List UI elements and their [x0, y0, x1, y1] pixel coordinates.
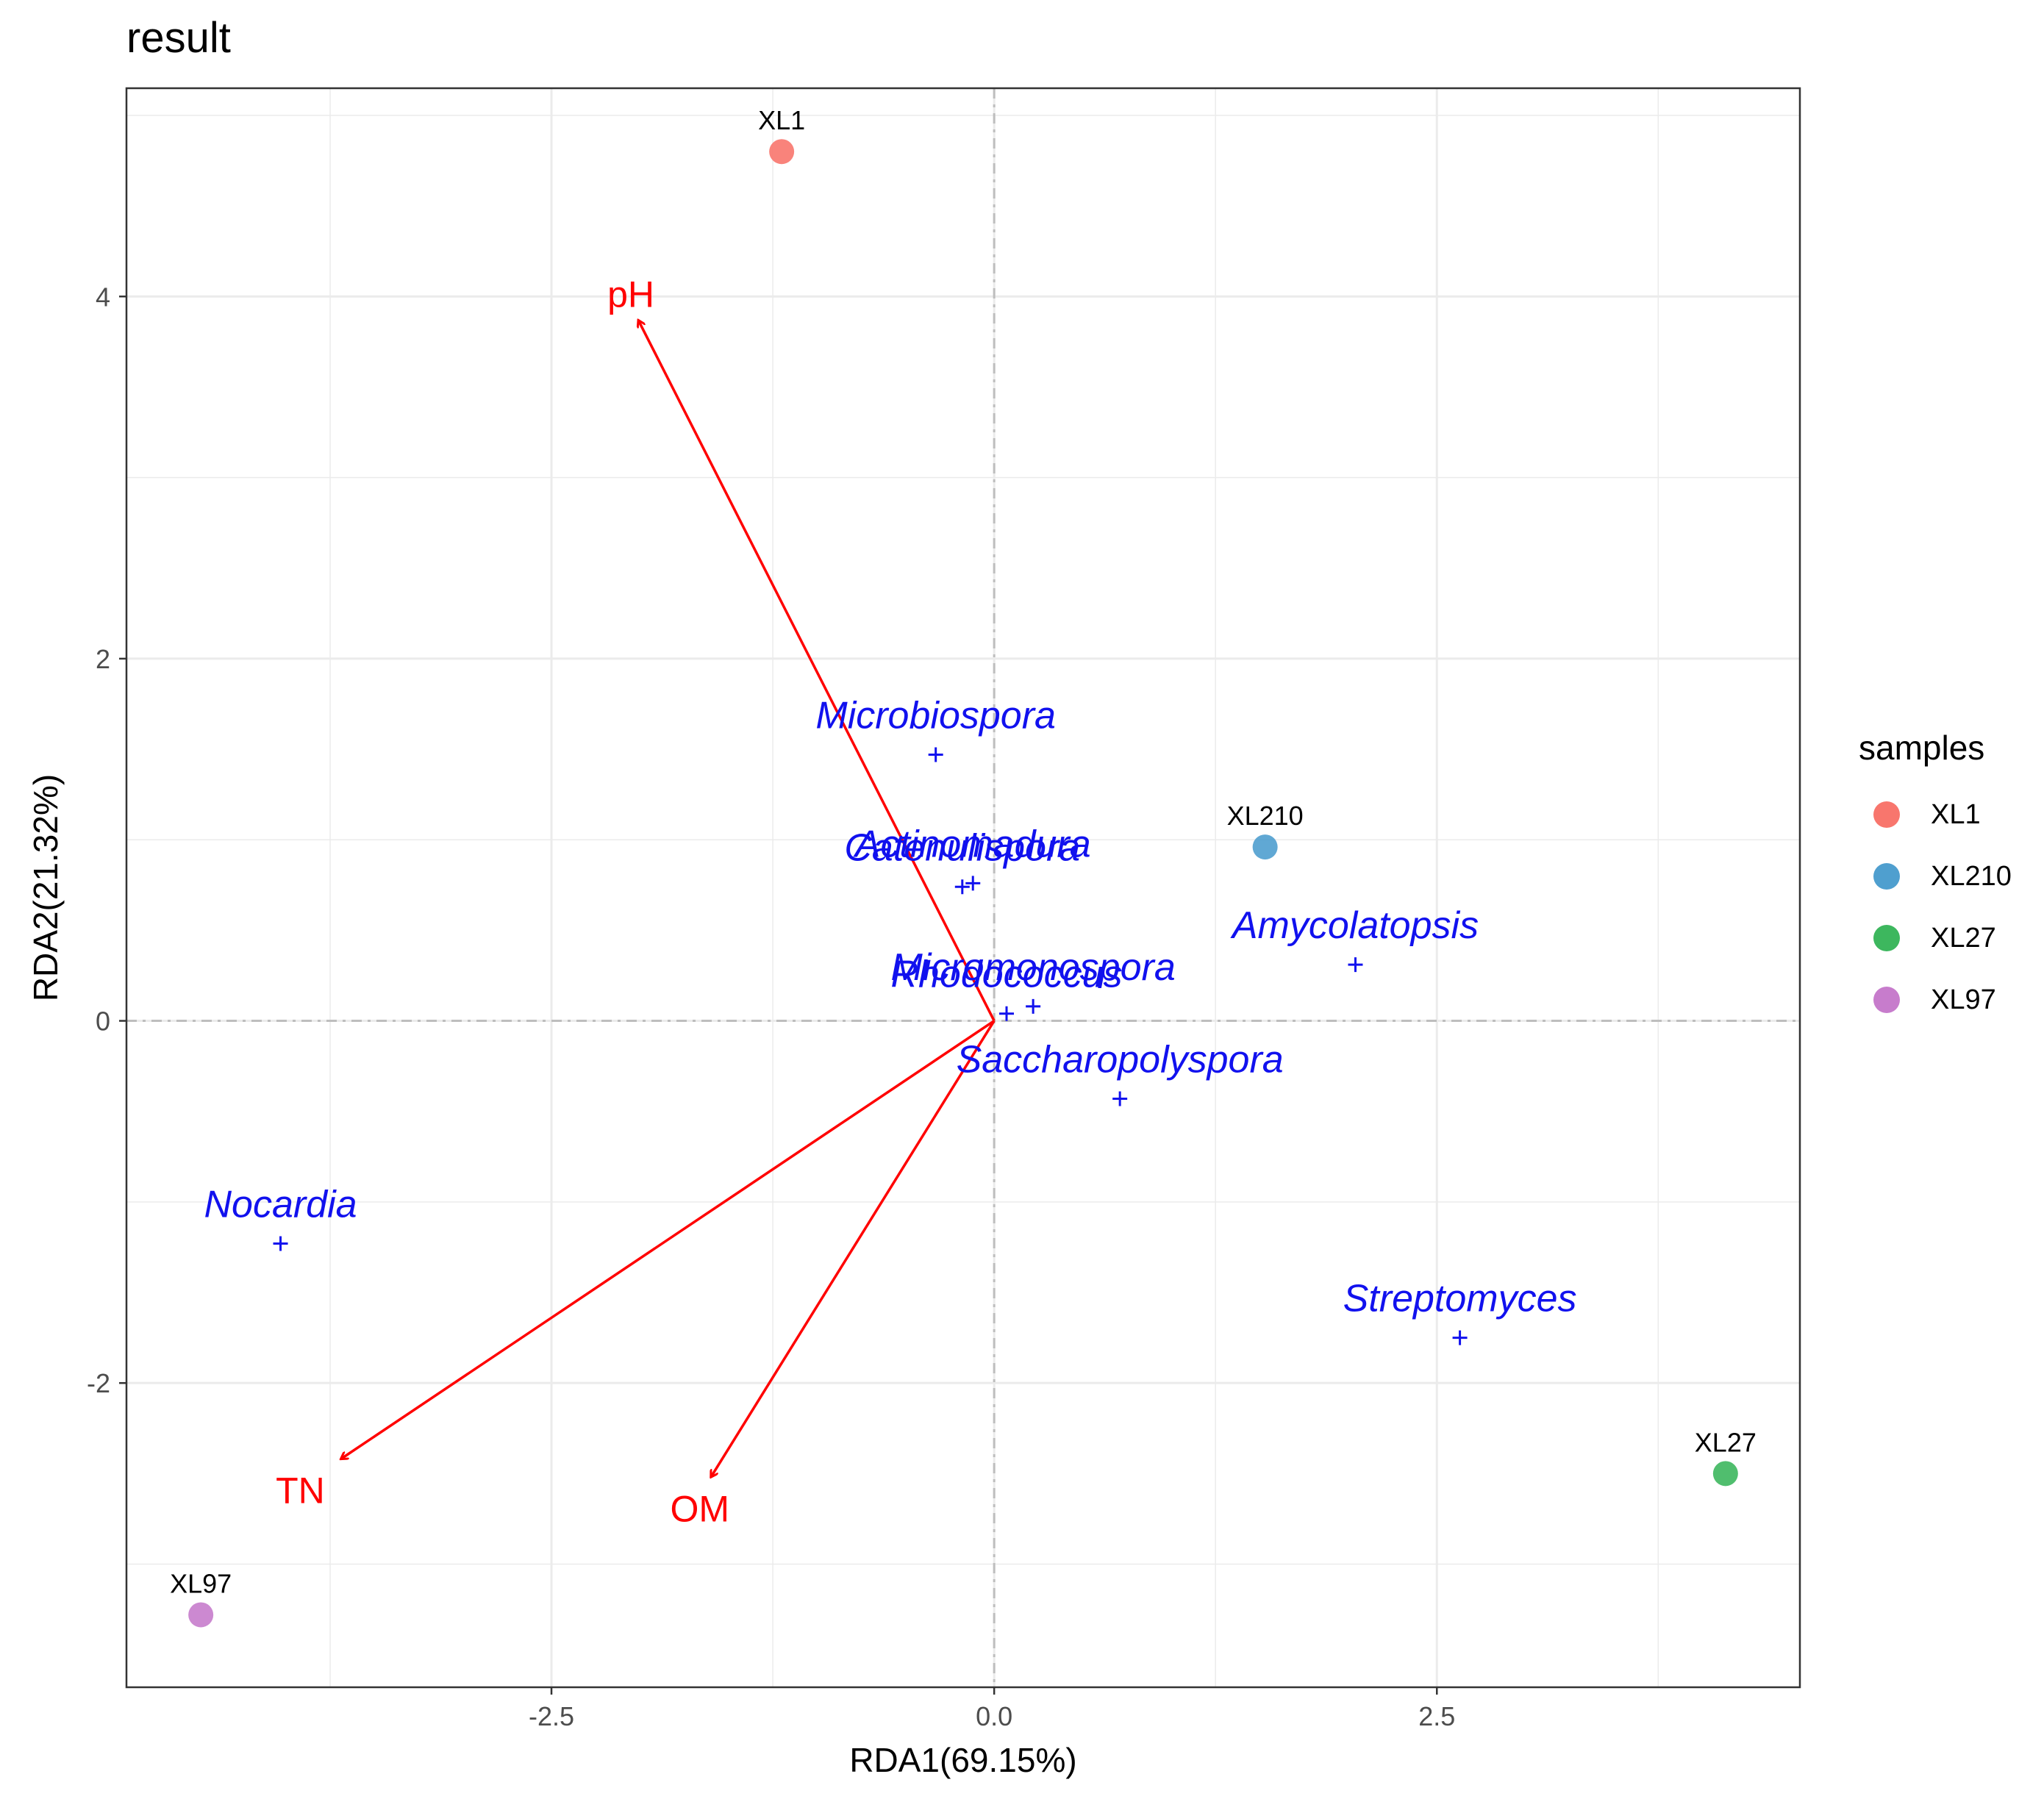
- sample-point-xl1: [769, 139, 795, 165]
- sample-label-xl27: XL27: [1695, 1427, 1757, 1457]
- x-tick-label: -2.5: [529, 1701, 574, 1731]
- legend: samples XL1 XL210 XL27 XL97: [1859, 728, 2012, 1031]
- species-point-rhodococcus: [999, 1006, 1015, 1021]
- species-label-microbiospora: Microbiospora: [815, 694, 1056, 737]
- legend-key-xl1: [1873, 801, 1900, 828]
- panel-border: [125, 87, 1801, 1689]
- legend-item-xl97: XL97: [1859, 969, 2012, 1031]
- legend-key-xl210: [1873, 863, 1900, 890]
- y-tick-label: 2: [96, 644, 110, 674]
- sample-point-xl97: [188, 1602, 214, 1628]
- species-label-micromonospora: Micromonospora: [891, 946, 1176, 989]
- env-arrow-tn: [340, 1020, 996, 1459]
- species-label-saccharopolyspora: Saccharopolyspora: [957, 1038, 1284, 1081]
- minor-gridlines: [126, 88, 1800, 1687]
- species-label-catenulispora: Catenulispora: [844, 826, 1080, 869]
- x-axis-title: RDA1(69.15%): [849, 1741, 1076, 1779]
- legend-item-xl1: XL1: [1859, 784, 2012, 845]
- x-axis-ticks: -2.5 0.0 2.5: [529, 1687, 1455, 1731]
- species-label-actinomadura: Actinomadura: [853, 823, 1091, 865]
- env-label-om: OM: [671, 1488, 730, 1529]
- species-label-amycolatopsis: Amycolatopsis: [1230, 904, 1479, 947]
- env-arrow-om: [711, 1020, 996, 1478]
- chart-title: result: [126, 14, 231, 62]
- x-tick-label: 0.0: [976, 1701, 1012, 1731]
- legend-key-xl97: [1873, 987, 1900, 1013]
- env-arrows: [340, 320, 996, 1478]
- y-axis-ticks: -2 0 2 4: [87, 282, 126, 1398]
- legend-label: XL97: [1931, 984, 1996, 1015]
- legend-title: samples: [1859, 729, 1985, 767]
- legend-label: XL27: [1931, 922, 1996, 954]
- species-label-rhodococcus: Rhodococcus: [890, 954, 1122, 996]
- sample-label-xl97: XL97: [170, 1568, 232, 1598]
- y-axis-title: RDA2(21.32%): [26, 774, 65, 1001]
- species-label-streptomyces: Streptomyces: [1343, 1278, 1577, 1320]
- reference-lines: [126, 88, 1800, 1687]
- legend-items: XL1 XL210 XL27 XL97: [1859, 784, 2012, 1031]
- legend-item-xl27: XL27: [1859, 907, 2012, 969]
- env-label-ph: pH: [607, 273, 654, 315]
- y-tick-label: 0: [96, 1006, 110, 1037]
- species-point-saccharopolyspora: [1112, 1091, 1128, 1106]
- sample-point-xl210: [1252, 834, 1278, 860]
- species-point-streptomyces: [1452, 1330, 1468, 1345]
- env-label-tn: TN: [276, 1470, 325, 1512]
- species-point-nocardia: [273, 1236, 288, 1251]
- species-point-catenulispora: [954, 879, 970, 895]
- sample-point-xl27: [1712, 1461, 1738, 1487]
- species-point-amycolatopsis: [1348, 957, 1363, 973]
- species-label-nocardia: Nocardia: [204, 1184, 357, 1226]
- legend-label: XL1: [1931, 798, 1981, 830]
- species-point-micromonospora: [1026, 998, 1041, 1014]
- species-point-actinomadura: [965, 876, 981, 891]
- samples-layer: XL1 XL210 XL27 XL97: [170, 105, 1757, 1628]
- legend-key-xl27: [1873, 925, 1900, 951]
- sample-label-xl210: XL210: [1227, 801, 1304, 831]
- x-tick-label: 2.5: [1418, 1701, 1455, 1731]
- y-tick-label: -2: [87, 1368, 110, 1398]
- y-tick-label: 4: [96, 282, 110, 312]
- sample-label-xl1: XL1: [758, 105, 805, 135]
- species-point-microbiospora: [928, 747, 943, 762]
- env-label-layer: pH TN OM: [276, 273, 729, 1529]
- legend-label: XL210: [1931, 860, 2012, 892]
- env-arrow-ph: [638, 320, 996, 1022]
- legend-item-xl210: XL210: [1859, 845, 2012, 907]
